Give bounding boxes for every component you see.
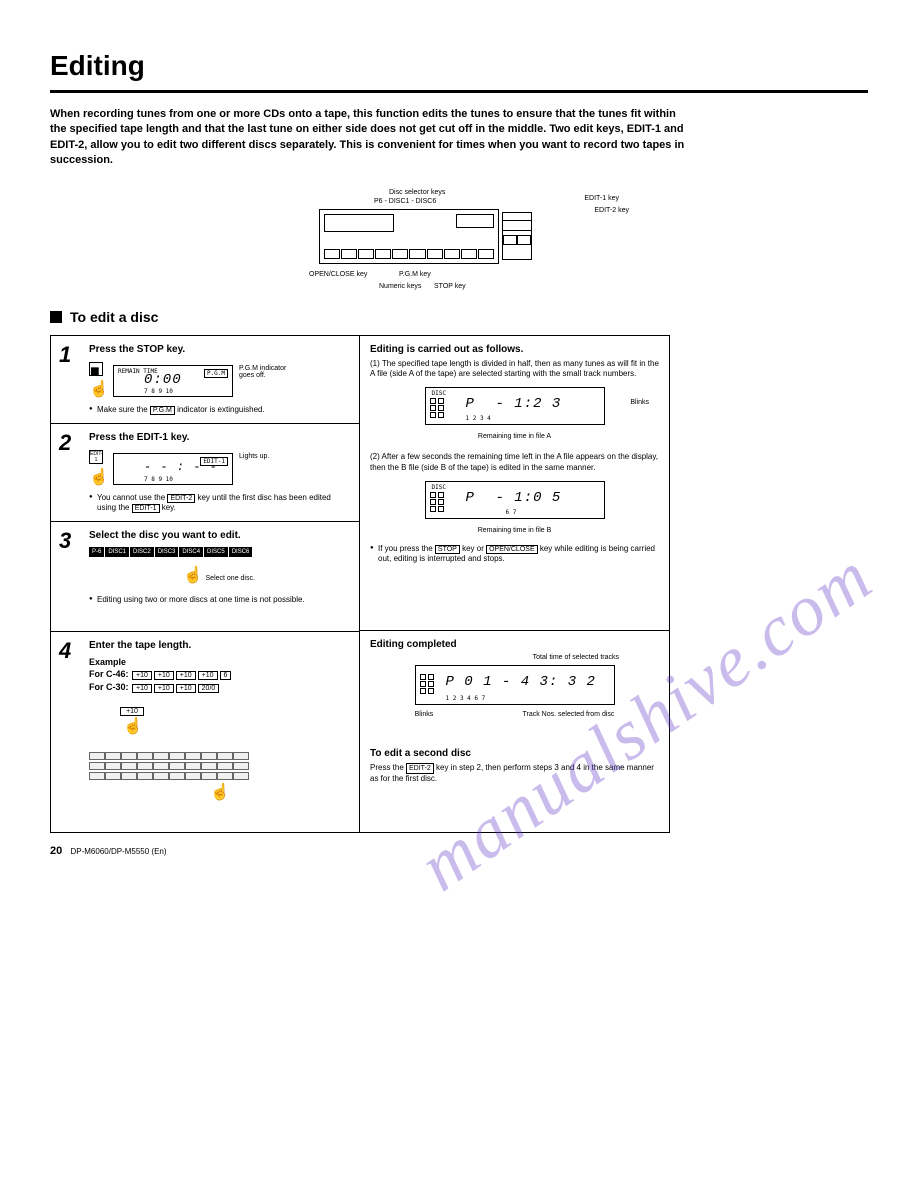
step2-note: You cannot use the EDIT-2 key until the … [89,493,349,513]
hand-icon [89,379,107,401]
right-heading: Editing is carried out as follows. [370,344,659,355]
step4-example-label: Example [89,657,349,667]
second-disc-heading: To edit a second disc [370,748,659,759]
stop-button-icon: ■ [89,362,103,376]
step-3: 3 Select the disc you want to edit. P-6 … [51,522,359,632]
step-1: 1 Press the STOP key. ■ REMAIN TIME 0:00… [51,336,359,424]
label-pgm: P.G.M key [399,271,431,278]
numeric-keypad [89,752,349,804]
hand-icon [89,467,107,489]
editing-process-panel: Editing is carried out as follows. (1) T… [360,336,669,631]
right-item1: (1) The specified tape length is divided… [370,359,659,380]
step-4: 4 Enter the tape length. Example For C-4… [51,632,359,832]
page-title: Editing [50,50,868,82]
step4-title: Enter the tape length. [89,640,349,651]
step3-title: Select the disc you want to edit. [89,530,349,541]
hand-icon [123,716,141,738]
label-disc-selector: Disc selector keys [389,189,445,196]
disc-button-row: P-6 DISC1 DISC2 DISC3 DISC4 DISC5 DISC6 [89,547,349,557]
steps-container: 1 Press the STOP key. ■ REMAIN TIME 0:00… [50,335,670,833]
label-numeric: Numeric keys [379,283,421,290]
plus10-button: +10 [120,707,144,716]
completed-annot1: Total time of selected tracks [370,654,619,661]
display1-caption: Remaining time in file A [370,433,659,440]
step2-annot: Lights up. [239,453,269,460]
section-heading: To edit a disc [50,309,868,325]
hand-icon [183,565,201,587]
label-stop: STOP key [434,283,466,290]
step1-note: Make sure the P.G.M indicator is extingu… [89,405,349,415]
completed-heading: Editing completed [370,639,659,650]
editing-completed-panel: Editing completed Total time of selected… [360,631,669,831]
hand-icon [210,782,228,804]
device-diagram: Disc selector keys P6 - DISC1 - DISC6 ED… [269,189,649,289]
step-2: 2 Press the EDIT-1 key. EDIT-1 - - : - -… [51,424,359,522]
step3-note: Editing using two or more discs at one t… [89,595,349,604]
edit1-button-icon: EDIT-1 [89,450,103,464]
completed-blinks: Blinks [415,711,434,718]
intro-paragraph: When recording tunes from one or more CD… [50,107,690,169]
label-open-close: OPEN/CLOSE key [309,271,367,278]
right-item2: (2) After a few seconds the remaining ti… [370,452,659,473]
label-edit2: EDIT-2 key [594,207,629,214]
step1-annot: P.G.M indicator goes off. [239,365,299,379]
completed-tracks: Track Nos. selected from disc [522,711,614,718]
page-footer: 20 DP-M6060/DP-M5550 (En) [50,845,868,857]
step1-title: Press the STOP key. [89,344,349,355]
blinks-label: Blinks [630,399,649,406]
step3-hand-label: Select one disc. [206,575,255,582]
second-disc-text: Press the EDIT-2 key in step 2, then per… [370,763,659,784]
step4-c30: For C-30: +10+10+1020/0 [89,682,349,693]
title-rule [50,90,868,93]
label-edit1: EDIT-1 key [584,195,619,202]
display2-caption: Remaining time in file B [370,527,659,534]
step4-c46: For C-46: +10+10+10+106 [89,669,349,680]
label-disc-keys: P6 - DISC1 - DISC6 [374,198,436,205]
stop-note: If you press the STOP key or OPEN/CLOSE … [370,544,659,563]
step2-title: Press the EDIT-1 key. [89,432,349,443]
